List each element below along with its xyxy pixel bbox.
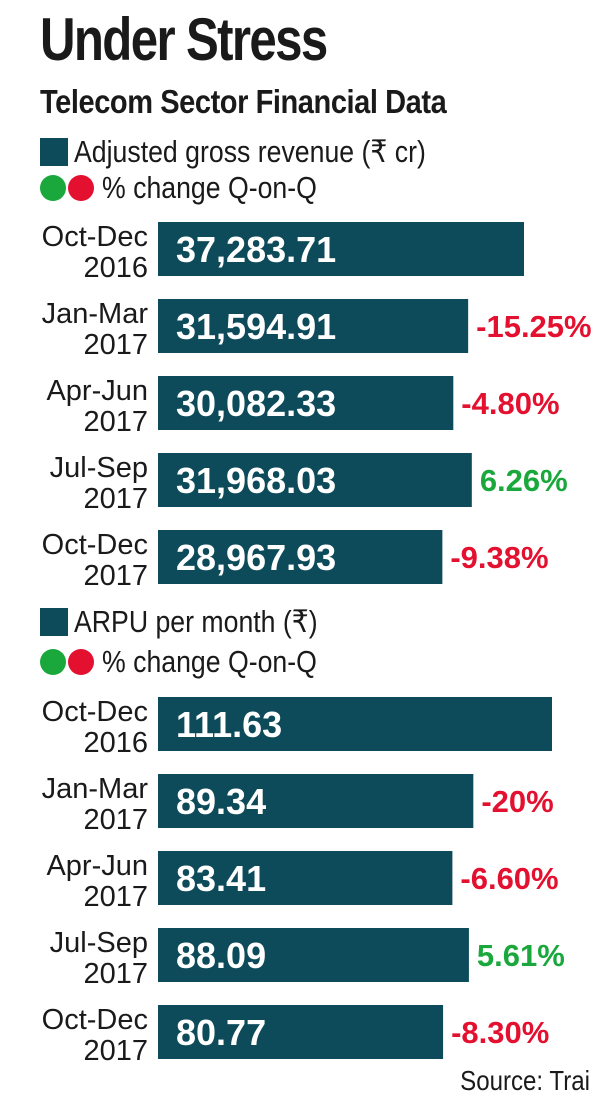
- category-label: Oct-Dec 2016: [42, 696, 148, 759]
- bar: [158, 222, 524, 276]
- change-label: -20%: [481, 784, 553, 819]
- green-dot-icon: [40, 175, 66, 201]
- red-dot-icon: [68, 175, 94, 201]
- data-label: 28,967.93: [176, 537, 336, 578]
- category-label-line: Jul-Sep: [50, 452, 148, 484]
- change-label: -4.80%: [461, 386, 559, 421]
- category-label: Jan-Mar 2017: [42, 773, 149, 836]
- arpu-change-legend-label: % change Q-on-Q: [102, 644, 317, 679]
- category-label-line: Apr-Jun: [46, 850, 148, 882]
- change-label: -15.25%: [476, 309, 591, 344]
- category-label-line: Oct-Dec: [42, 1004, 148, 1036]
- category-label: Jul-Sep 2017: [50, 452, 148, 515]
- chart-subtitle: Telecom Sector Financial Data: [40, 83, 447, 120]
- data-label: 31,594.91: [176, 306, 336, 347]
- arpu-change-legend: % change Q-on-Q: [40, 644, 352, 680]
- category-label-line: 2016: [83, 252, 148, 284]
- data-label: 111.63: [176, 704, 282, 745]
- category-label-line: Oct-Dec: [42, 696, 148, 728]
- category-label-line: 2017: [83, 958, 148, 990]
- data-label: 88.09: [176, 935, 266, 976]
- data-label: 31,968.03: [176, 460, 336, 501]
- category-label-line: 2017: [83, 406, 148, 438]
- category-label-line: Jan-Mar: [42, 298, 149, 330]
- revenue-change-legend-label: % change Q-on-Q: [102, 170, 317, 205]
- category-label: Apr-Jun 2017: [46, 850, 148, 913]
- revenue-change-legend: % change Q-on-Q: [40, 170, 352, 206]
- category-label: Oct-Dec 2017: [42, 1004, 148, 1067]
- bar: [158, 376, 454, 430]
- bar: [158, 299, 469, 353]
- category-label-line: Jan-Mar: [42, 773, 149, 805]
- revenue-legend-label: Adjusted gross revenue (₹ cr): [74, 134, 426, 169]
- bar: [158, 697, 552, 751]
- bar: [158, 851, 453, 905]
- category-label-line: 2017: [83, 881, 148, 913]
- category-label: Jul-Sep 2017: [50, 927, 148, 990]
- category-label-line: 2017: [83, 329, 148, 361]
- change-label: -6.60%: [460, 861, 558, 896]
- data-label: 30,082.33: [176, 383, 336, 424]
- red-dot-icon: [68, 649, 94, 675]
- category-label: Oct-Dec 2016: [42, 221, 148, 284]
- revenue-legend: Adjusted gross revenue (₹ cr): [40, 134, 483, 170]
- category-label-line: Jul-Sep: [50, 927, 148, 959]
- change-label: -8.30%: [451, 1015, 549, 1050]
- data-label: 83.41: [176, 858, 266, 899]
- bar: [158, 928, 469, 982]
- category-label-line: 2017: [83, 483, 148, 515]
- data-label: 37,283.71: [176, 229, 336, 270]
- bar: [158, 1005, 444, 1059]
- category-label-line: 2017: [83, 560, 148, 592]
- bar: [158, 774, 474, 828]
- data-label: 80.77: [176, 1012, 266, 1053]
- category-label-line: Oct-Dec: [42, 221, 148, 253]
- revenue-swatch-icon: [40, 138, 68, 166]
- category-label-line: Apr-Jun: [46, 375, 148, 407]
- data-label: 89.34: [176, 781, 266, 822]
- category-label: Jan-Mar 2017: [42, 298, 149, 361]
- category-label-line: Oct-Dec: [42, 529, 148, 561]
- change-label: 6.26%: [480, 463, 568, 498]
- category-label-line: 2017: [83, 804, 148, 836]
- bar: [158, 530, 443, 584]
- green-dot-icon: [40, 649, 66, 675]
- category-label: Oct-Dec 2017: [42, 529, 148, 592]
- chart-title: Under Stress: [40, 6, 328, 73]
- arpu-swatch-icon: [40, 608, 68, 636]
- category-label-line: 2016: [83, 727, 148, 759]
- category-label-line: 2017: [83, 1035, 148, 1067]
- arpu-legend: ARPU per month (₹): [40, 604, 357, 640]
- change-label: -9.38%: [450, 540, 548, 575]
- change-label: 5.61%: [477, 938, 565, 973]
- bar: [158, 453, 472, 507]
- category-label: Apr-Jun 2017: [46, 375, 148, 438]
- arpu-legend-label: ARPU per month (₹): [74, 604, 318, 639]
- source-note: Source: Trai: [460, 1065, 590, 1096]
